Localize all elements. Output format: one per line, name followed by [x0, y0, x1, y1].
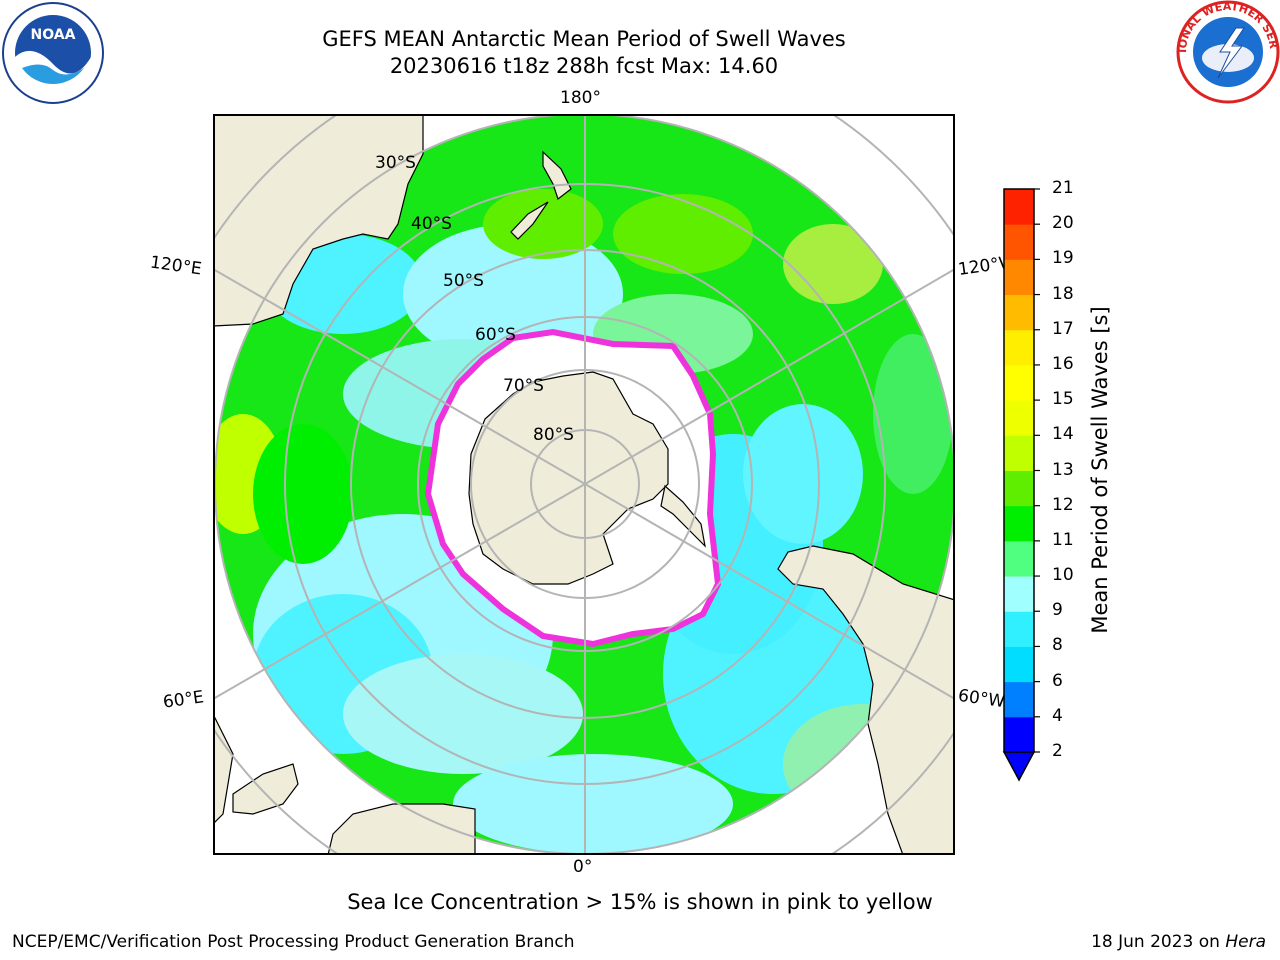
colorbar-tick-label: 10: [1052, 565, 1074, 586]
chart-title: GEFS MEAN Antarctic Mean Period of Swell…: [322, 27, 846, 51]
colorbar-tick-label: 17: [1052, 318, 1074, 339]
antarctica: [468, 371, 669, 585]
africa: [327, 803, 476, 855]
colorbar-segment: [1004, 611, 1034, 647]
lat-label-30s: 30°S: [375, 153, 416, 173]
new-zealand-south: [510, 201, 549, 240]
lat-label-50s: 50°S: [443, 271, 484, 291]
colorbar-tick-label: 11: [1052, 529, 1074, 550]
colorbar-tick-label: 21: [1052, 178, 1074, 198]
colorbar-tick-label: 12: [1052, 494, 1074, 515]
colorbar-tick-label: 2: [1052, 741, 1063, 761]
sea-ice-caption: Sea Ice Concentration > 15% is shown in …: [347, 890, 933, 914]
colorbar-tick-label: 20: [1052, 213, 1074, 234]
colorbar-tick-label: 14: [1052, 424, 1074, 445]
colorbar-tick-label: 19: [1052, 248, 1074, 269]
colorbar-tick-label: 8: [1052, 635, 1063, 656]
australia: [213, 114, 424, 327]
antarctic-swell-period-map: 30°S 40°S 50°S 60°S 70°S 80°S: [213, 114, 955, 855]
noaa-logo: NOAA: [2, 2, 104, 104]
colorbar-segment: [1004, 364, 1034, 401]
colorbar-segment: [1004, 294, 1034, 331]
lat-label-60s: 60°S: [475, 325, 516, 345]
lon-label-upper-left: 120°E: [148, 252, 203, 280]
lat-label-70s: 70°S: [503, 376, 544, 396]
colorbar-segment: [1004, 435, 1034, 471]
chart-subtitle: 20230616 t18z 288h fcst Max: 14.60: [389, 54, 779, 78]
colorbar-segment: [1004, 646, 1034, 683]
land-lower-left: [213, 713, 234, 825]
footer-branch: NCEP/EMC/Verification Post Processing Pr…: [12, 932, 575, 952]
lon-label-top: 180°: [560, 88, 601, 108]
colorbar-segment: [1004, 716, 1034, 753]
colorbar-tick-label: 6: [1052, 670, 1063, 691]
colorbar-tick-label: 18: [1052, 283, 1074, 304]
lon-label-lower-right: 60°W: [956, 685, 1007, 713]
lon-label-lower-left: 60°E: [161, 687, 206, 713]
madagascar: [232, 763, 299, 815]
colorbar-segment: [1004, 470, 1034, 507]
colorbar-segment: [1004, 259, 1034, 296]
colorbar-tick-label: 9: [1052, 600, 1063, 621]
colorbar-tick-label: 4: [1052, 705, 1063, 726]
colorbar: [1002, 188, 1040, 782]
colorbar-tick-label: 13: [1052, 459, 1074, 480]
colorbar-segment: [1004, 540, 1034, 577]
footer-date: 18 Jun 2023 on Hera: [1091, 932, 1266, 952]
footer-date-text: 18 Jun 2023 on: [1091, 932, 1226, 952]
colorbar-segment: [1004, 681, 1034, 718]
footer-host: Hera: [1225, 932, 1266, 952]
colorbar-tick-label: 16: [1052, 353, 1074, 374]
south-america: [777, 545, 955, 855]
colorbar-segment: [1004, 189, 1034, 225]
colorbar-segment: [1004, 576, 1034, 612]
colorbar-segment: [1004, 505, 1034, 542]
lat-label-80s: 80°S: [533, 425, 574, 445]
lat-label-40s: 40°S: [411, 214, 452, 234]
svg-text:NOAA: NOAA: [31, 27, 76, 43]
colorbar-tick-label: 15: [1052, 389, 1074, 410]
lon-label-bottom: 0°: [573, 857, 593, 877]
colorbar-segment: [1004, 224, 1034, 260]
colorbar-segment: [1004, 400, 1034, 436]
antarctic-peninsula: [660, 484, 706, 548]
colorbar-extend-min: [1002, 751, 1036, 782]
new-zealand: [542, 150, 572, 200]
colorbar-segment: [1004, 329, 1034, 366]
nws-logo: NATIONAL WEATHER SERVICE: [1176, 0, 1280, 104]
colorbar-label: Mean Period of Swell Waves [s]: [1088, 306, 1112, 634]
